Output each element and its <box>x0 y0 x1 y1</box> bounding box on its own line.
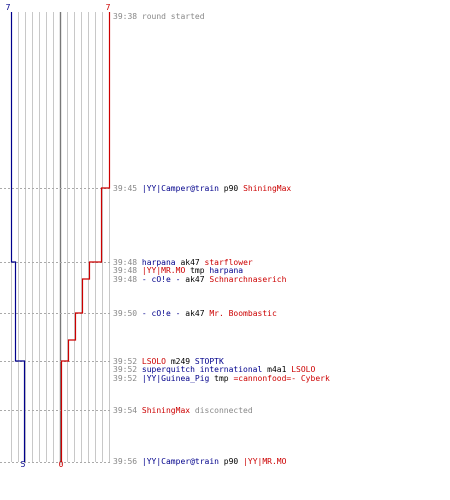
player-blue: STOPTK <box>195 357 224 366</box>
event-row: 39:48 - cO!e - ak47 Schnarchnaserich <box>113 275 287 284</box>
event-row: 39:50 - cO!e - ak47 Mr. Boombastic <box>113 309 277 318</box>
header-red-count: 7 <box>106 3 111 12</box>
event-detail: tmp <box>209 374 233 383</box>
event-detail: ak47 <box>180 275 209 284</box>
player-blue: harpana <box>142 258 176 267</box>
player-blue: |YY|Camper@train <box>142 457 219 466</box>
event-row: 39:48 |YY|MR.MO tmp harpana <box>113 266 243 275</box>
event-time: 39:52 <box>113 365 142 374</box>
event-row: 39:48 harpana ak47 starflower <box>113 258 253 267</box>
event-row: 39:38 round started <box>113 12 205 21</box>
event-row: 39:52 superquitch international m4a1 LSO… <box>113 365 316 374</box>
event-detail: m4a1 <box>262 365 291 374</box>
event-detail: round started <box>142 12 205 21</box>
header-blue-count: 7 <box>6 3 11 12</box>
event-time: 39:48 <box>113 275 142 284</box>
player-blue: - cO!e - <box>142 309 181 318</box>
event-time: 39:38 <box>113 12 142 21</box>
player-blue: harpana <box>209 266 243 275</box>
event-detail: ak47 <box>180 309 209 318</box>
event-row: 39:52 |YY|Guinea_Pig tmp =cannonfood=- C… <box>113 374 330 383</box>
event-detail: tmp <box>185 266 209 275</box>
event-detail: p90 <box>219 457 243 466</box>
player-red: =cannonfood=- Cyberk <box>233 374 330 383</box>
player-red: |YY|MR.MO <box>142 266 186 275</box>
series-line-blue <box>10 12 26 462</box>
series-line-red <box>60 12 111 462</box>
player-red: |YY|MR.MO <box>243 457 287 466</box>
player-red: Schnarchnaserich <box>209 275 286 284</box>
footer-blue-count: 5 <box>21 460 26 469</box>
event-row: 39:45 |YY|Camper@train p90 ShiningMax <box>113 184 291 193</box>
player-blue: |YY|Guinea_Pig <box>142 374 210 383</box>
event-detail: p90 <box>219 184 243 193</box>
event-time: 39:50 <box>113 309 142 318</box>
event-row: 39:52 LSOLO m249 STOPTK <box>113 357 224 366</box>
player-red: LSOLO <box>142 357 166 366</box>
event-time: 39:52 <box>113 357 142 366</box>
player-red: ShiningMax <box>142 406 190 415</box>
event-detail: disconnected <box>190 406 253 415</box>
player-red: LSOLO <box>291 365 315 374</box>
event-detail: ak47 <box>176 258 205 267</box>
event-time: 39:56 <box>113 457 142 466</box>
footer-red-count: 0 <box>59 460 64 469</box>
player-red: Mr. Boombastic <box>209 309 277 318</box>
player-blue: - cO!e - <box>142 275 181 284</box>
event-time: 39:52 <box>113 374 142 383</box>
player-blue: |YY|Camper@train <box>142 184 219 193</box>
event-time: 39:48 <box>113 266 142 275</box>
event-time: 39:48 <box>113 258 142 267</box>
event-row: 39:54 ShiningMax disconnected <box>113 406 253 415</box>
player-red: starflower <box>205 258 253 267</box>
player-blue: superquitch international <box>142 365 263 374</box>
player-red: ShiningMax <box>243 184 291 193</box>
event-time: 39:45 <box>113 184 142 193</box>
event-time: 39:54 <box>113 406 142 415</box>
event-detail: m249 <box>166 357 195 366</box>
event-row: 39:56 |YY|Camper@train p90 |YY|MR.MO <box>113 457 287 466</box>
